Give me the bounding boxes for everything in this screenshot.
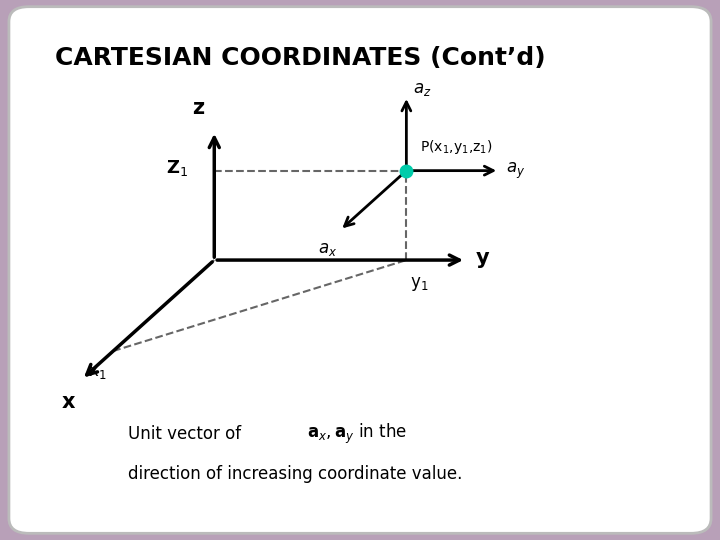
Text: z: z xyxy=(192,98,204,118)
Text: Z$_1$: Z$_1$ xyxy=(166,158,188,178)
Text: CARTESIAN COORDINATES (Cont’d): CARTESIAN COORDINATES (Cont’d) xyxy=(55,46,546,70)
Text: Unit vector of: Unit vector of xyxy=(128,425,241,443)
Text: $a_x$: $a_x$ xyxy=(318,240,337,258)
Text: x$_1$: x$_1$ xyxy=(88,363,107,381)
FancyBboxPatch shape xyxy=(9,6,711,534)
Text: y: y xyxy=(476,247,490,268)
Text: $\mathbf{a}_x,\mathbf{a}_y$ in the: $\mathbf{a}_x,\mathbf{a}_y$ in the xyxy=(307,422,408,446)
Text: y$_1$: y$_1$ xyxy=(410,275,428,293)
Text: P(x$_1$,y$_1$,z$_1$): P(x$_1$,y$_1$,z$_1$) xyxy=(420,138,492,156)
Text: x: x xyxy=(62,392,76,411)
Text: $a_y$: $a_y$ xyxy=(505,160,525,181)
Text: direction of increasing coordinate value.: direction of increasing coordinate value… xyxy=(128,465,462,483)
Text: $a_z$: $a_z$ xyxy=(413,80,431,98)
